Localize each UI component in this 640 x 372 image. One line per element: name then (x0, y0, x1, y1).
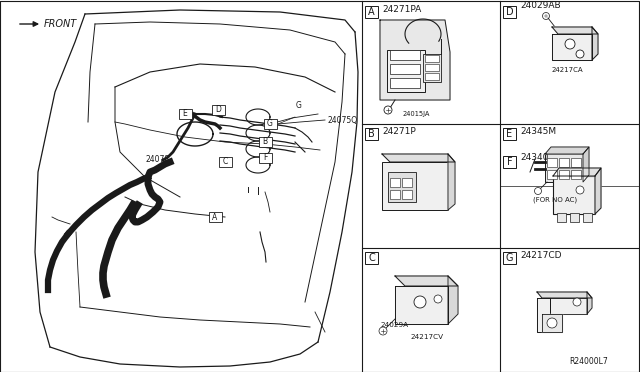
Polygon shape (553, 168, 601, 176)
Bar (264, 119, 276, 129)
Bar (218, 157, 232, 167)
Bar (390, 190, 400, 199)
Bar (557, 213, 566, 222)
Text: 24345M: 24345M (520, 126, 556, 135)
Circle shape (547, 318, 557, 328)
Bar (382, 162, 448, 210)
Text: 24217CD: 24217CD (520, 250, 561, 260)
Bar (503, 156, 516, 168)
Polygon shape (380, 20, 450, 100)
Circle shape (565, 39, 575, 49)
Circle shape (434, 295, 442, 303)
Circle shape (384, 106, 392, 114)
Circle shape (414, 296, 426, 308)
Text: G: G (296, 102, 302, 110)
Circle shape (543, 13, 550, 19)
Bar (390, 178, 400, 187)
Bar (547, 158, 557, 167)
Polygon shape (552, 27, 598, 34)
Bar (211, 105, 225, 115)
Bar (388, 172, 416, 202)
Bar (423, 54, 441, 82)
Text: B: B (262, 138, 268, 147)
Polygon shape (537, 292, 592, 298)
Bar (583, 213, 592, 222)
Text: 24271PA: 24271PA (382, 4, 421, 13)
Text: 24271P: 24271P (382, 126, 416, 135)
Polygon shape (395, 286, 448, 324)
Bar (402, 190, 412, 199)
Bar (425, 73, 439, 80)
Bar (553, 176, 595, 214)
Bar (390, 64, 420, 74)
Bar (365, 6, 378, 18)
Text: C: C (222, 157, 228, 167)
Bar (547, 170, 557, 179)
Text: A: A (368, 7, 375, 17)
Polygon shape (592, 27, 598, 60)
Circle shape (379, 327, 387, 335)
Text: G: G (506, 253, 513, 263)
Bar (387, 50, 425, 92)
Bar (503, 6, 516, 18)
Text: 24029A: 24029A (380, 322, 408, 328)
Bar (570, 213, 579, 222)
Bar (425, 64, 439, 71)
Text: C: C (368, 253, 375, 263)
Bar (390, 50, 420, 60)
Polygon shape (587, 292, 592, 314)
Text: E: E (506, 129, 513, 139)
Text: G: G (267, 119, 273, 128)
Bar (503, 252, 516, 264)
Bar (545, 154, 583, 182)
Bar (503, 128, 516, 140)
Bar (559, 158, 569, 167)
Text: D: D (215, 106, 221, 115)
Bar (365, 252, 378, 264)
Text: 24217CA: 24217CA (552, 67, 584, 73)
Polygon shape (537, 298, 550, 332)
Polygon shape (583, 147, 589, 182)
Text: B: B (368, 129, 375, 139)
Text: 24217CV: 24217CV (410, 334, 443, 340)
Text: 24340: 24340 (520, 154, 548, 163)
Bar (559, 170, 569, 179)
Text: FRONT: FRONT (44, 19, 77, 29)
Text: A: A (212, 212, 218, 221)
Circle shape (576, 186, 584, 194)
Polygon shape (545, 147, 589, 154)
Polygon shape (382, 154, 455, 162)
Bar (365, 128, 378, 140)
Bar (390, 78, 420, 88)
Text: 24075Q: 24075Q (327, 115, 357, 125)
Circle shape (534, 187, 541, 195)
Bar (259, 137, 271, 147)
Text: F: F (263, 154, 267, 163)
Text: E: E (182, 109, 188, 119)
Text: D: D (506, 7, 513, 17)
Text: 24015JA: 24015JA (403, 111, 430, 117)
Bar (425, 55, 439, 62)
Polygon shape (550, 298, 587, 314)
Bar (209, 212, 221, 222)
Text: F: F (507, 157, 512, 167)
Polygon shape (595, 168, 601, 214)
Polygon shape (395, 276, 458, 286)
Text: R24000L7: R24000L7 (569, 357, 608, 366)
Circle shape (573, 298, 581, 306)
Bar (259, 153, 271, 163)
Polygon shape (448, 276, 458, 324)
Bar (571, 170, 581, 179)
Bar (571, 158, 581, 167)
Polygon shape (542, 314, 562, 332)
Polygon shape (552, 34, 592, 60)
Bar (179, 109, 191, 119)
Text: (FOR NO AC): (FOR NO AC) (533, 197, 577, 203)
Bar (402, 178, 412, 187)
Circle shape (576, 50, 584, 58)
Text: 24029AB: 24029AB (520, 1, 561, 10)
Text: 24078: 24078 (145, 155, 169, 164)
Polygon shape (448, 154, 455, 210)
